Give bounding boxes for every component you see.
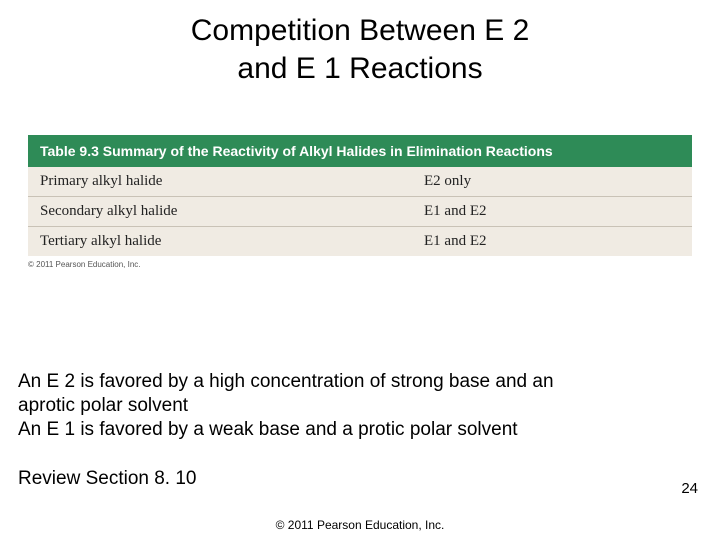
cell-halide: Tertiary alkyl halide	[40, 233, 424, 250]
footer-copyright: © 2011 Pearson Education, Inc.	[0, 518, 720, 532]
table-row: Tertiary alkyl halide E1 and E2	[28, 227, 692, 256]
table-row: Primary alkyl halide E2 only	[28, 167, 692, 197]
note-line: An E 2 is favored by a high concentratio…	[18, 370, 702, 394]
table-body: Primary alkyl halide E2 only Secondary a…	[28, 167, 692, 256]
page-number: 24	[681, 480, 698, 497]
review-text: Review Section 8. 10	[18, 468, 197, 490]
cell-reaction: E1 and E2	[424, 233, 680, 250]
reactivity-table: Table 9.3 Summary of the Reactivity of A…	[28, 135, 692, 256]
cell-halide: Secondary alkyl halide	[40, 203, 424, 220]
cell-reaction: E1 and E2	[424, 203, 680, 220]
table-header: Table 9.3 Summary of the Reactivity of A…	[28, 135, 692, 167]
body-notes: An E 2 is favored by a high concentratio…	[18, 370, 702, 441]
slide-title: Competition Between E 2 and E 1 Reaction…	[0, 0, 720, 87]
cell-halide: Primary alkyl halide	[40, 173, 424, 190]
table-copyright: © 2011 Pearson Education, Inc.	[28, 260, 720, 269]
title-line-1: Competition Between E 2	[191, 14, 530, 47]
note-line: aprotic polar solvent	[18, 394, 702, 418]
title-line-2: and E 1 Reactions	[237, 52, 482, 85]
note-line: An E 1 is favored by a weak base and a p…	[18, 418, 702, 442]
table-row: Secondary alkyl halide E1 and E2	[28, 197, 692, 227]
cell-reaction: E2 only	[424, 173, 680, 190]
